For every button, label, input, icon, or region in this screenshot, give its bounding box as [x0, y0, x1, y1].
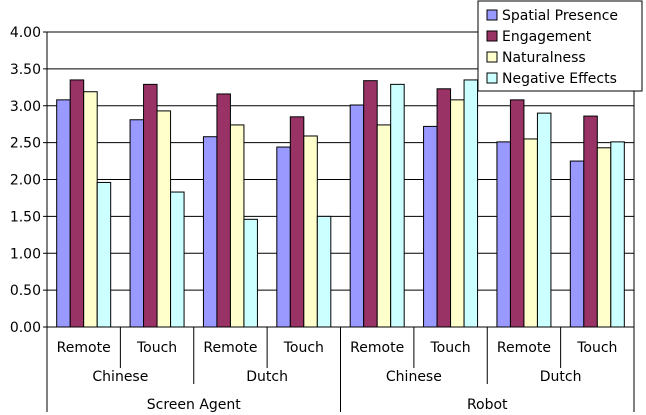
x-label-level1: Touch — [283, 340, 324, 356]
bar-spatial-presence — [569, 160, 585, 328]
legend-swatch — [486, 51, 498, 63]
x-label-level1: Touch — [136, 340, 177, 356]
legend-swatch — [486, 72, 498, 84]
bar-negative-effects — [536, 112, 552, 328]
x-label-level1: Remote — [203, 340, 257, 356]
bar-engagement — [509, 99, 525, 328]
bar-spatial-presence — [202, 136, 218, 328]
x-axis-category-labels: Remote Touch Remote Touch Remote Touch Remote T… — [46, 327, 635, 413]
legend-label: Naturalness — [502, 50, 586, 66]
x-label-level2: Dutch — [540, 369, 582, 385]
legend-swatch — [486, 30, 498, 42]
bar-naturalness — [83, 91, 98, 328]
y-tick-label: 2.00 — [10, 173, 41, 189]
x-label-level2: Chinese — [92, 369, 148, 385]
y-tick-label: 1.50 — [10, 209, 41, 225]
y-tick-label: 0.50 — [10, 283, 41, 299]
bar-negative-effects — [316, 215, 332, 328]
x-label-level3: Screen Agent — [147, 397, 242, 413]
bar-naturalness — [523, 138, 538, 328]
legend: Spatial Presence Engagement Naturalness Neg… — [477, 0, 643, 92]
x-label-level1: Remote — [497, 340, 551, 356]
bar-engagement — [216, 93, 231, 328]
bar-engagement — [363, 80, 378, 328]
y-tick-label: 4.00 — [10, 25, 41, 41]
bar-spatial-presence — [56, 99, 71, 328]
bar-naturalness — [229, 124, 245, 328]
legend-label: Negative Effects — [502, 71, 617, 87]
bar-naturalness — [303, 135, 318, 328]
bar-spatial-presence — [349, 104, 365, 328]
x-label-level2: Dutch — [246, 369, 288, 385]
bar-naturalness — [596, 147, 612, 328]
y-tick-label: 3.00 — [10, 99, 41, 115]
y-tick-label: 0.00 — [10, 320, 41, 336]
legend-swatch — [486, 9, 498, 21]
y-axis-ticks: 0.00 0.50 1.00 1.50 2.00 2.50 3.00 3.50 4.00 — [10, 25, 47, 336]
y-tick-label: 3.50 — [10, 62, 41, 78]
bar-naturalness — [450, 99, 465, 328]
bar-naturalness — [376, 124, 392, 328]
bar-naturalness — [156, 110, 172, 328]
bar-negative-effects — [463, 79, 479, 328]
y-tick-label: 2.50 — [10, 136, 41, 152]
x-label-level2: Chinese — [386, 369, 442, 385]
x-label-level1: Touch — [429, 340, 470, 356]
bar-spatial-presence — [423, 125, 438, 328]
bar-spatial-presence — [496, 141, 511, 328]
bar-negative-effects — [390, 83, 405, 328]
x-label-level3: Robot — [467, 397, 508, 413]
x-label-level1: Remote — [350, 340, 404, 356]
bar-negative-effects — [243, 218, 258, 328]
legend-box — [477, 0, 643, 92]
x-label-level1: Remote — [57, 340, 111, 356]
bar-engagement — [289, 116, 305, 328]
bar-spatial-presence — [276, 146, 291, 328]
bar-engagement — [583, 115, 598, 328]
bar-engagement — [143, 83, 158, 328]
legend-label: Engagement — [502, 29, 592, 45]
bar-engagement — [69, 79, 85, 328]
bar-engagement — [436, 88, 452, 328]
bar-spatial-presence — [129, 119, 145, 328]
bar-negative-effects — [170, 191, 185, 328]
bar-negative-effects — [610, 141, 625, 328]
legend-label: Spatial Presence — [502, 8, 618, 24]
x-label-level1: Touch — [576, 340, 617, 356]
y-tick-label: 1.00 — [10, 246, 41, 262]
bar-negative-effects — [96, 181, 112, 328]
